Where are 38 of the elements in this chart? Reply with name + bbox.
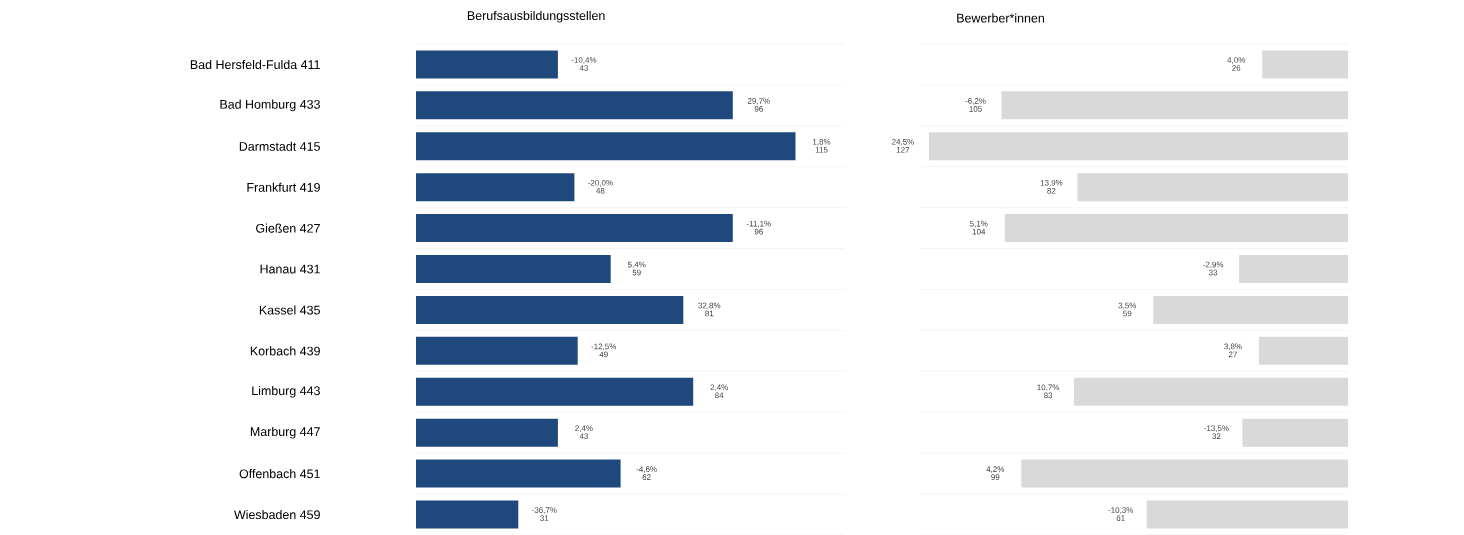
y-tick-label: Bad Homburg 433	[220, 99, 320, 112]
bar	[1153, 295, 1348, 324]
bar	[928, 132, 1348, 161]
bar	[416, 50, 558, 79]
y-tick-label: Hanau 431	[260, 264, 320, 274]
bar	[416, 132, 796, 161]
bar	[416, 418, 558, 447]
bar	[416, 214, 733, 243]
bar	[1258, 336, 1348, 365]
bar	[1077, 173, 1348, 202]
bar	[1262, 50, 1348, 79]
chart-title: Bewerber*innen	[957, 13, 1044, 23]
bar	[416, 500, 519, 529]
y-tick-label: Bad Hersfeld-Fulda 411	[190, 59, 320, 69]
bar	[1001, 91, 1348, 120]
chart-title: Berufsausbildungsstellen	[467, 10, 605, 23]
bar	[1146, 500, 1348, 529]
y-tick-label: Darmstadt 415	[239, 141, 320, 151]
bar	[416, 254, 611, 283]
bar	[416, 336, 578, 365]
y-tick-label: Gießen 427	[256, 223, 320, 233]
bar	[416, 377, 694, 406]
bar	[416, 173, 575, 202]
bar	[416, 91, 733, 120]
y-tick-label: Offenbach 451	[239, 468, 320, 479]
bar	[416, 459, 621, 488]
bar	[1074, 377, 1348, 406]
bar	[1242, 418, 1348, 447]
y-tick-label: Kassel 435	[259, 305, 320, 315]
y-tick-label: Marburg 447	[250, 426, 320, 439]
bar	[416, 295, 684, 324]
bar	[1239, 254, 1348, 283]
y-tick-label: Limburg 443	[252, 385, 320, 398]
y-tick-label: Wiesbaden 459	[234, 509, 320, 520]
bar	[1021, 459, 1348, 488]
y-tick-label: Frankfurt 419	[247, 182, 320, 192]
y-tick-label: Korbach 439	[250, 346, 320, 356]
bar	[1004, 214, 1348, 243]
